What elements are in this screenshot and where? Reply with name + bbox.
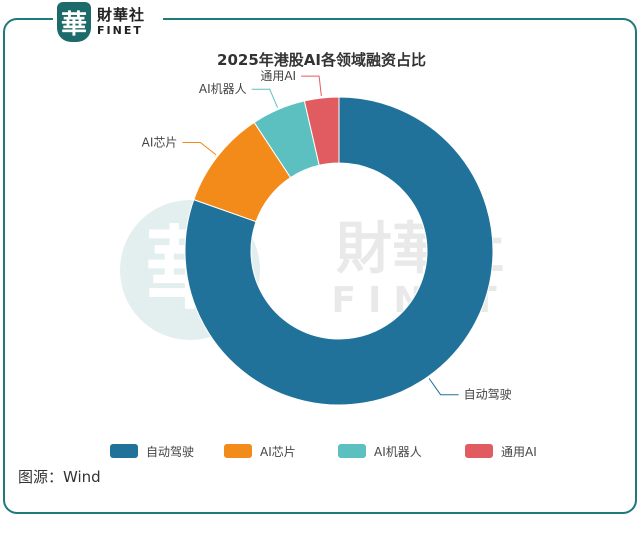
legend-label-AI芯片[interactable]: AI芯片 (260, 445, 296, 459)
legend-swatch-通用AI[interactable] (465, 444, 493, 458)
leader-line-AI芯片 (182, 142, 217, 156)
pie-leaders (182, 75, 459, 396)
pie-slice-通用AI[interactable] (303, 96, 340, 166)
logo-name-en: FINET (97, 24, 143, 37)
logo-mark: 華 (57, 2, 91, 42)
source-label: 图源：Wind (18, 468, 101, 486)
legend-swatch-AI机器人[interactable] (338, 444, 366, 458)
slice-label-AI芯片: AI芯片 (142, 136, 178, 150)
leader-line-自动驾驶 (428, 378, 459, 396)
legend: 自动驾驶 AI芯片 AI机器人 通用AI (110, 444, 537, 459)
logo-name-cn: 財華社 (97, 6, 146, 24)
legend-swatch-AI芯片[interactable] (224, 444, 252, 458)
pie-slices (184, 96, 494, 406)
chart-title: 2025年港股AI各领域融资占比 (217, 51, 426, 69)
legend-label-AI机器人[interactable]: AI机器人 (374, 445, 422, 459)
legend-swatch-自动驾驶[interactable] (110, 444, 138, 458)
finet-logo: 華 財華社 FINET (53, 0, 163, 44)
leader-line-AI机器人 (251, 88, 279, 108)
slice-label-自动驾驶: 自动驾驶 (464, 387, 512, 402)
slice-label-AI机器人: AI机器人 (199, 82, 247, 96)
leader-line-通用AI (301, 75, 322, 97)
legend-label-自动驾驶[interactable]: 自动驾驶 (146, 444, 194, 459)
logo-text: 財華社 FINET (97, 6, 146, 37)
pie-slice-自动驾驶[interactable] (184, 96, 494, 406)
slice-label-通用AI: 通用AI (260, 69, 296, 83)
legend-label-通用AI[interactable]: 通用AI (501, 445, 537, 459)
